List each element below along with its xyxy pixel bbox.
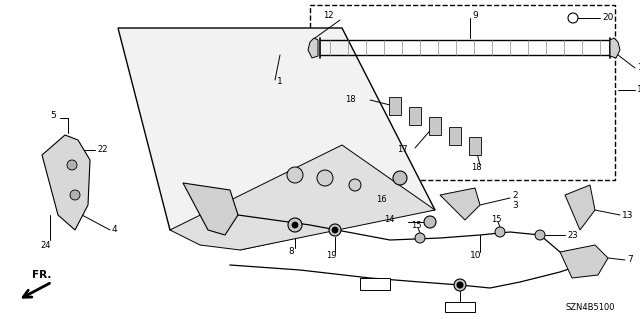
- Text: SZN4B5100: SZN4B5100: [565, 303, 614, 313]
- Polygon shape: [560, 245, 608, 278]
- Text: 9: 9: [472, 11, 477, 20]
- Circle shape: [317, 170, 333, 186]
- Circle shape: [454, 279, 466, 291]
- Text: 19: 19: [326, 251, 336, 261]
- Bar: [360, 278, 390, 290]
- Text: 21: 21: [450, 302, 461, 311]
- Text: 16: 16: [376, 196, 387, 204]
- Circle shape: [568, 13, 578, 23]
- Polygon shape: [42, 135, 90, 230]
- Text: 22: 22: [97, 145, 108, 154]
- Circle shape: [495, 227, 505, 237]
- Bar: [445, 302, 475, 312]
- Text: FR.: FR.: [32, 270, 52, 280]
- Circle shape: [457, 282, 463, 288]
- Text: 14: 14: [385, 216, 395, 225]
- Circle shape: [329, 224, 341, 236]
- Circle shape: [535, 230, 545, 240]
- Circle shape: [393, 171, 407, 185]
- Circle shape: [292, 222, 298, 228]
- Circle shape: [287, 167, 303, 183]
- Bar: [409, 107, 421, 125]
- Text: 1: 1: [277, 78, 283, 86]
- Text: 13: 13: [622, 211, 634, 219]
- Text: 12: 12: [637, 63, 640, 72]
- Polygon shape: [118, 28, 435, 230]
- Circle shape: [349, 179, 361, 191]
- Text: 3: 3: [512, 201, 518, 210]
- Text: 5: 5: [51, 112, 56, 121]
- Text: 15: 15: [491, 216, 501, 225]
- Polygon shape: [565, 185, 595, 230]
- Text: 4: 4: [112, 226, 118, 234]
- Polygon shape: [170, 145, 435, 250]
- Text: 20: 20: [602, 13, 613, 23]
- Bar: [389, 97, 401, 115]
- Text: 12: 12: [323, 11, 333, 20]
- Bar: [310, 5, 615, 180]
- Circle shape: [70, 190, 80, 200]
- Polygon shape: [308, 38, 318, 58]
- Text: 8: 8: [288, 248, 294, 256]
- Bar: [449, 127, 461, 145]
- Text: 2: 2: [512, 190, 518, 199]
- Circle shape: [415, 233, 425, 243]
- Polygon shape: [610, 38, 620, 58]
- Text: 23: 23: [567, 231, 578, 240]
- Text: 17: 17: [397, 145, 408, 154]
- Circle shape: [67, 160, 77, 170]
- Text: 10: 10: [470, 251, 482, 261]
- Polygon shape: [440, 188, 480, 220]
- Circle shape: [424, 216, 436, 228]
- Text: 18: 18: [346, 95, 356, 105]
- Circle shape: [288, 218, 302, 232]
- Polygon shape: [183, 183, 238, 235]
- Bar: [429, 117, 441, 135]
- Text: 18: 18: [470, 164, 481, 173]
- Text: 15: 15: [411, 221, 421, 231]
- Text: 7: 7: [627, 256, 633, 264]
- Text: 24: 24: [41, 241, 51, 250]
- Text: 6: 6: [365, 279, 371, 288]
- Circle shape: [332, 227, 338, 233]
- Text: 11: 11: [637, 85, 640, 94]
- Bar: [469, 137, 481, 155]
